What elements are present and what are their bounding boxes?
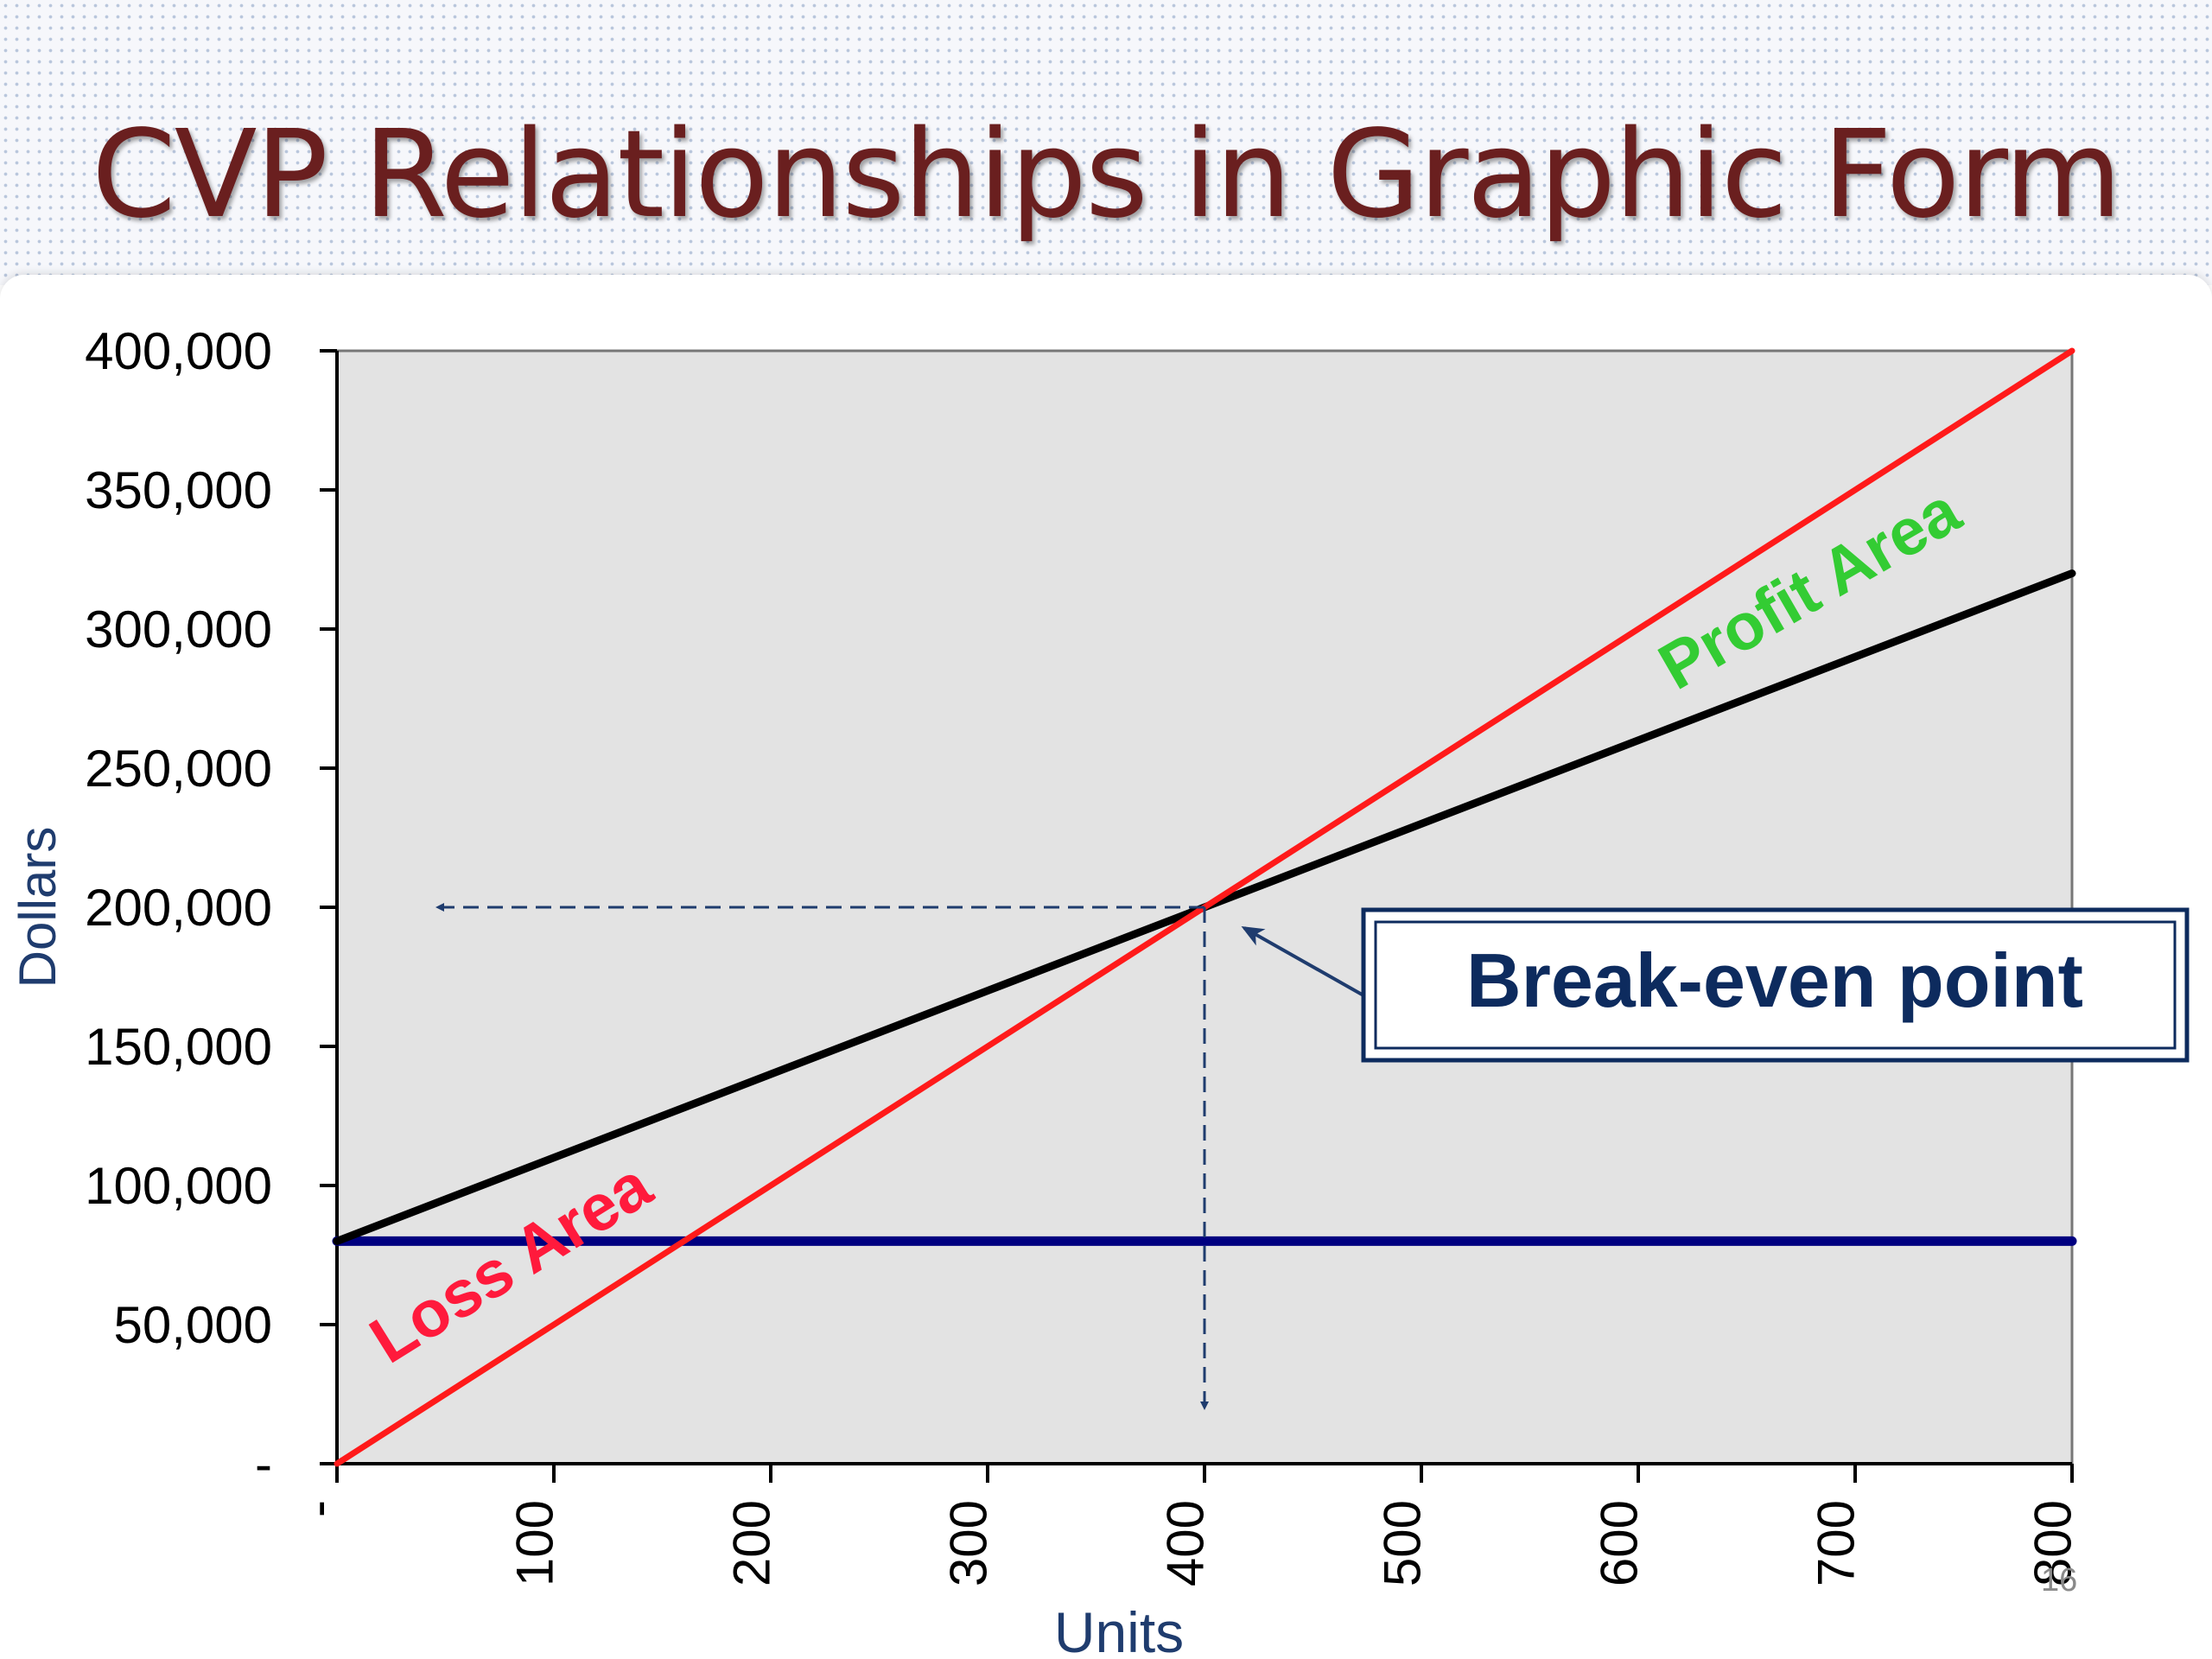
break-even-guides — [435, 903, 1209, 1410]
x-tick-label: 100 — [506, 1500, 564, 1586]
x-tick-label: 400 — [1157, 1500, 1215, 1586]
y-tick-label: 150,000 — [85, 1018, 272, 1076]
x-tick-label: 700 — [1808, 1500, 1866, 1586]
y-tick-label: 250,000 — [85, 740, 272, 798]
y-tick-label: 100,000 — [85, 1157, 272, 1215]
x-tick-label: 500 — [1374, 1500, 1432, 1586]
x-tick-label: 300 — [940, 1500, 998, 1586]
x-tick-label: 800 — [2024, 1500, 2082, 1586]
slide-number: 16 — [2041, 1562, 2078, 1599]
x-axis-title: Units — [1054, 1600, 1184, 1659]
x-tick-label: 200 — [723, 1500, 781, 1586]
x-tick-label: 600 — [1591, 1500, 1649, 1586]
y-tick-label: 350,000 — [85, 461, 272, 519]
x-tick-label: - — [289, 1500, 347, 1517]
y-tick-label: 400,000 — [85, 322, 272, 380]
break-even-callout: Break-even point — [1241, 907, 2190, 1063]
y-tick-label: - — [255, 1435, 272, 1493]
callout-label: Break-even point — [1466, 938, 2083, 1023]
callout-arrow — [1241, 926, 1364, 997]
callout-box-inner — [1374, 920, 2177, 1050]
y-tick-label: 200,000 — [85, 879, 272, 937]
y-tick-label: 300,000 — [85, 601, 272, 658]
axis-layer: - 50,000 100,000 150,000 200,000 250,000 300,0… — [85, 322, 2082, 1586]
slide-title: CVP Relationships in Graphic Form — [92, 105, 2122, 245]
y-axis-title: Dollars — [9, 827, 67, 988]
dotted-header-background — [0, 0, 2212, 285]
y-tick-label: 50,000 — [113, 1296, 272, 1354]
